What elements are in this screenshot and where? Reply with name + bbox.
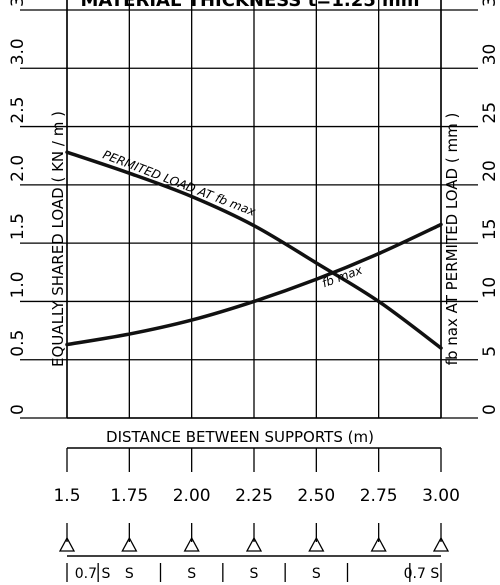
left-tick-label: 0 [8,404,28,415]
x-tick-label: 2.00 [173,486,211,506]
support-triangle [183,536,200,552]
support-triangle [121,536,138,552]
x-axis: 1.5 1.75 2.00 2.25 2.50 2.75 3.00 [53,447,460,506]
series-permitted-load-line [65,150,443,350]
span-label: 0.7 S [404,566,440,582]
right-tick-label: 0 [480,404,500,415]
chart-title: MATERIAL THICKNESS t=1.25 mm [80,0,419,11]
support-triangle [432,536,450,552]
x-tick-label: 1.75 [110,486,148,506]
right-tick-label: 5 [480,346,500,357]
x-tick-label: 2.25 [235,486,273,506]
left-tick-label: 3.0 [8,38,28,65]
right-axis: 0 5 10 15 20 25 30 35 [441,0,500,419]
x-tick-label: 3.00 [422,486,460,506]
left-tick-label: 2.0 [8,155,28,182]
left-tick-label: 0.5 [8,330,28,357]
series-fb-max-line [65,222,443,347]
x-axis-title: DISTANCE BETWEEN SUPPORTS (m) [106,428,374,446]
right-tick-label: 30 [480,44,500,66]
support-triangle [58,536,76,552]
series-label-fb-max: fb max [320,262,365,290]
right-tick-label: 20 [480,160,500,182]
right-axis-title: fb nax AT PERMITED LOAD ( mm ) [443,113,461,366]
left-axis: 0 0.5 1.0 1.5 2.0 2.5 3.0 3.5 [8,0,67,419]
left-axis-title: EQUALLY SHARED LOAD ( KN / m ) [49,111,67,367]
support-triangle [308,536,325,552]
span-label: S [125,566,134,582]
span-label: S [312,566,321,582]
support-diagram: 0.7 S S S S S 0.7 S [58,523,450,582]
right-tick-label: 25 [480,102,500,124]
series-layer [65,150,443,350]
series-label-permitted-load: PERMITED LOAD AT fb max [101,148,258,220]
x-tick-label: 2.50 [297,486,335,506]
right-tick-label: 10 [480,277,500,299]
span-label: 0.7 S [75,566,111,582]
span-label: S [250,566,259,582]
span-label: S [187,566,196,582]
x-tick-label: 1.5 [53,486,80,506]
right-tick-label: 15 [480,219,500,241]
left-tick-label: 1.0 [8,271,28,298]
left-tick-label: 2.5 [8,97,28,124]
left-tick-label: 1.5 [8,213,28,240]
support-triangle [370,536,387,552]
right-tick-label: 35 [480,0,500,7]
x-tick-label: 2.75 [360,486,398,506]
left-tick-label: 3.5 [8,0,28,7]
support-triangle [245,536,263,552]
